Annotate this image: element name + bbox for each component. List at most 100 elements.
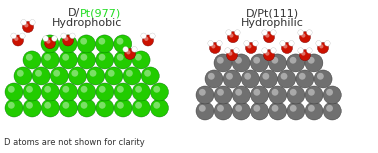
Circle shape [59,51,77,69]
Text: Pt(977): Pt(977) [80,8,121,18]
Circle shape [229,34,234,38]
Circle shape [308,105,315,112]
Circle shape [96,83,114,101]
Circle shape [41,35,59,53]
Circle shape [226,49,228,51]
Circle shape [23,99,41,117]
Circle shape [217,89,224,96]
Circle shape [298,30,304,35]
Circle shape [278,70,296,88]
Circle shape [150,33,155,39]
Circle shape [23,51,41,69]
Circle shape [96,51,114,69]
Circle shape [52,36,57,41]
Circle shape [144,70,151,77]
Circle shape [235,105,242,112]
Circle shape [20,34,23,36]
Circle shape [272,89,279,96]
Circle shape [12,35,23,46]
Circle shape [271,49,274,51]
Circle shape [318,43,328,54]
Circle shape [41,83,59,101]
Circle shape [117,86,124,93]
Circle shape [8,86,15,93]
Circle shape [244,73,251,80]
Circle shape [290,57,296,64]
Circle shape [271,57,278,64]
Circle shape [232,86,250,104]
Circle shape [62,86,69,93]
Circle shape [132,51,150,69]
Circle shape [225,48,231,53]
Circle shape [26,54,33,61]
Circle shape [301,34,305,38]
Circle shape [96,99,114,117]
Circle shape [99,102,105,109]
Circle shape [135,102,142,109]
Circle shape [226,50,237,61]
Circle shape [299,31,301,33]
Circle shape [235,31,238,33]
Circle shape [226,73,233,80]
Circle shape [141,33,146,39]
Circle shape [114,51,132,69]
Circle shape [317,41,319,44]
Circle shape [150,34,153,36]
Circle shape [253,105,260,112]
Text: D/: D/ [68,8,80,18]
Circle shape [299,49,301,51]
Circle shape [271,31,274,33]
Circle shape [32,67,50,85]
Circle shape [323,102,341,120]
Circle shape [205,70,223,88]
Circle shape [235,57,242,64]
Circle shape [325,41,330,46]
Circle shape [31,20,33,22]
Circle shape [263,50,274,61]
Circle shape [45,38,56,49]
Circle shape [305,102,323,120]
Circle shape [307,48,312,53]
Circle shape [132,99,150,117]
Circle shape [62,34,64,36]
Circle shape [44,37,46,39]
Circle shape [282,43,293,54]
Circle shape [20,33,25,39]
Circle shape [23,22,34,32]
Circle shape [299,32,310,43]
Circle shape [262,30,267,35]
Circle shape [14,37,19,41]
Circle shape [108,70,115,77]
Circle shape [265,51,270,56]
Circle shape [307,31,310,33]
Circle shape [35,70,42,77]
Circle shape [114,99,132,117]
Circle shape [99,86,105,93]
Circle shape [253,57,260,64]
Circle shape [77,35,95,53]
Circle shape [316,41,321,46]
Circle shape [26,102,33,109]
Circle shape [263,32,274,43]
Circle shape [59,35,77,53]
Circle shape [60,83,77,101]
Circle shape [5,83,23,101]
Circle shape [116,38,124,45]
Circle shape [14,67,32,85]
Circle shape [105,67,123,85]
Circle shape [290,89,297,96]
Circle shape [263,49,265,51]
Circle shape [234,48,239,53]
Circle shape [199,105,206,112]
Circle shape [53,37,55,39]
Circle shape [307,49,310,51]
Circle shape [250,54,268,72]
Circle shape [114,35,132,53]
Circle shape [44,38,51,45]
Circle shape [325,41,328,44]
Circle shape [71,70,78,77]
Circle shape [307,30,312,35]
Circle shape [228,51,232,56]
Circle shape [199,89,206,96]
Circle shape [62,102,69,109]
